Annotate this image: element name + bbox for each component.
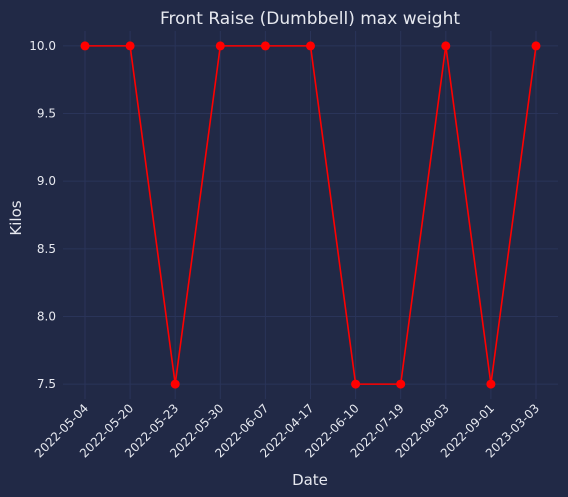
data-point <box>215 41 225 51</box>
y-ticks: 7.5 8.0 8.5 9.0 9.5 10.0 <box>29 39 56 391</box>
x-axis-label: Date <box>292 471 328 489</box>
data-point <box>170 379 180 389</box>
x-ticks: 2022-05-042022-05-202022-05-232022-05-30… <box>32 401 542 460</box>
chart-title: Front Raise (Dumbbell) max weight <box>160 9 460 29</box>
data-point <box>486 379 496 389</box>
y-axis-label: Kilos <box>7 200 25 235</box>
data-point <box>441 41 451 51</box>
data-point <box>125 41 135 51</box>
data-point <box>351 379 361 389</box>
data-point <box>260 41 270 51</box>
y-tick-label: 9.5 <box>37 107 56 121</box>
grid <box>63 31 558 399</box>
y-tick-label: 7.5 <box>37 377 56 391</box>
y-tick-label: 10.0 <box>29 39 56 53</box>
data-point <box>306 41 315 51</box>
data-point <box>396 379 406 389</box>
data-point <box>531 41 541 51</box>
y-tick-label: 9.0 <box>37 174 56 188</box>
data-point <box>80 41 90 51</box>
y-tick-label: 8.0 <box>37 309 56 323</box>
series <box>80 41 541 389</box>
y-tick-label: 8.5 <box>37 242 56 256</box>
